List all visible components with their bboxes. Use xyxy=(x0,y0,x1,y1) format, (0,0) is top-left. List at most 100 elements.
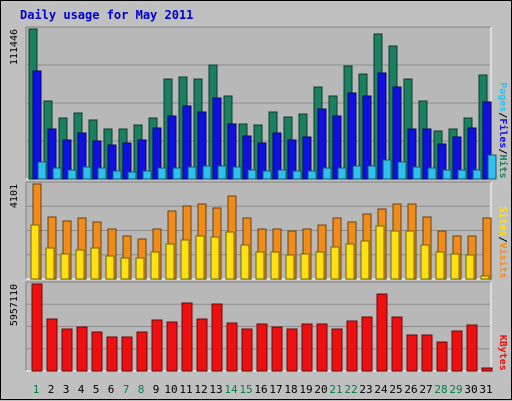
bar-pages-day-1 xyxy=(37,161,47,180)
bar-pages-day-6 xyxy=(112,170,122,180)
bar-sites-day-11 xyxy=(180,239,190,280)
x-tick-label-day-12: 12 xyxy=(194,383,207,396)
bar-files-day-26 xyxy=(407,128,417,180)
bar-files-day-17 xyxy=(272,132,282,180)
x-tick-label-day-29: 29 xyxy=(449,383,462,396)
bar-sites-day-5 xyxy=(90,247,100,280)
bar-files-day-27 xyxy=(422,128,432,180)
bar-pages-day-5 xyxy=(97,167,107,180)
bar-sites-day-28 xyxy=(435,251,445,280)
x-tick-label-day-17: 17 xyxy=(269,383,282,396)
legend-kbytes: KBytes xyxy=(497,335,508,371)
bar-sites-day-3 xyxy=(60,253,70,280)
legend-item: Hits xyxy=(497,154,509,178)
bar-sites-day-1 xyxy=(30,224,40,280)
bar-sites-day-4 xyxy=(75,249,85,280)
bar-kbytes-day-17 xyxy=(271,326,283,372)
bar-files-day-16 xyxy=(257,142,267,180)
x-tick-label-day-20: 20 xyxy=(314,383,327,396)
legend-item: Sites xyxy=(497,206,509,236)
bar-files-day-28 xyxy=(437,143,447,180)
x-tick-label-day-3: 3 xyxy=(63,383,70,396)
bar-sites-day-27 xyxy=(420,244,430,280)
bar-pages-day-23 xyxy=(367,165,377,180)
bar-sites-day-13 xyxy=(210,236,220,280)
bar-kbytes-day-28 xyxy=(436,341,448,372)
bar-kbytes-day-1 xyxy=(31,283,43,372)
bar-pages-day-9 xyxy=(157,167,167,180)
bar-kbytes-day-2 xyxy=(46,318,58,372)
bar-kbytes-day-24 xyxy=(376,293,388,372)
bar-kbytes-day-6 xyxy=(106,336,118,372)
bar-files-day-29 xyxy=(452,136,462,180)
bar-sites-day-29 xyxy=(450,253,460,280)
bar-pages-day-12 xyxy=(202,165,212,180)
bar-pages-day-27 xyxy=(427,167,437,180)
bar-pages-day-4 xyxy=(82,166,92,180)
bar-files-day-10 xyxy=(167,115,177,180)
bar-files-day-24 xyxy=(377,72,387,180)
bar-sites-day-19 xyxy=(300,253,310,280)
bar-sites-day-8 xyxy=(135,257,145,280)
legend-item: Files xyxy=(497,118,509,148)
bar-files-day-3 xyxy=(62,139,72,180)
bar-sites-day-6 xyxy=(105,255,115,280)
bar-kbytes-day-15 xyxy=(241,328,253,372)
bar-kbytes-day-30 xyxy=(466,324,478,372)
y-max-label-visits-sites: 4101 xyxy=(9,184,20,208)
bar-files-day-21 xyxy=(332,115,342,180)
bar-pages-day-2 xyxy=(52,167,62,180)
x-tick-label-day-8: 8 xyxy=(138,383,145,396)
bar-kbytes-day-13 xyxy=(211,303,223,372)
x-tick-label-day-6: 6 xyxy=(108,383,115,396)
legend-item: KBytes xyxy=(497,335,508,371)
bar-sites-day-31 xyxy=(480,275,490,280)
legend-visits-sites: Sites/Visits xyxy=(497,206,509,278)
bar-pages-day-10 xyxy=(172,167,182,180)
bar-files-day-22 xyxy=(347,92,357,180)
x-tick-label-day-5: 5 xyxy=(93,383,100,396)
bar-sites-day-25 xyxy=(390,230,400,280)
bar-pages-day-13 xyxy=(217,165,227,180)
x-tick-label-day-18: 18 xyxy=(284,383,297,396)
x-tick-label-day-23: 23 xyxy=(359,383,372,396)
bar-kbytes-day-23 xyxy=(361,316,373,372)
bar-kbytes-day-7 xyxy=(121,336,133,372)
bar-files-day-25 xyxy=(392,86,402,180)
legend-item: / xyxy=(497,237,508,243)
bar-pages-day-20 xyxy=(322,167,332,180)
bar-files-day-31 xyxy=(482,101,492,180)
bar-sites-day-26 xyxy=(405,230,415,280)
x-tick-label-day-1: 1 xyxy=(33,383,40,396)
x-tick-label-day-13: 13 xyxy=(209,383,222,396)
bar-kbytes-day-10 xyxy=(166,321,178,372)
bar-pages-day-17 xyxy=(277,169,287,180)
bar-pages-day-19 xyxy=(307,170,317,180)
bar-files-day-20 xyxy=(317,108,327,180)
y-max-label-hits-files-pages: 111446 xyxy=(9,29,20,65)
bar-sites-day-2 xyxy=(45,247,55,280)
bar-pages-day-22 xyxy=(352,165,362,180)
bar-pages-day-31 xyxy=(487,154,497,180)
bar-pages-day-24 xyxy=(382,159,392,180)
chart-title: Daily usage for May 2011 xyxy=(20,8,194,22)
bar-files-day-11 xyxy=(182,105,192,180)
bar-kbytes-day-16 xyxy=(256,323,268,372)
bar-pages-day-21 xyxy=(337,167,347,180)
bar-kbytes-day-3 xyxy=(61,328,73,372)
bar-kbytes-day-18 xyxy=(286,328,298,372)
x-tick-label-day-9: 9 xyxy=(153,383,160,396)
bar-files-day-23 xyxy=(362,95,372,180)
bar-pages-day-26 xyxy=(412,166,422,180)
bar-kbytes-day-8 xyxy=(136,331,148,372)
y-max-label-kbytes: 5957110 xyxy=(9,284,20,326)
bar-kbytes-day-26 xyxy=(406,334,418,372)
bar-files-day-18 xyxy=(287,139,297,180)
bar-pages-day-7 xyxy=(127,171,137,180)
bar-files-day-30 xyxy=(467,127,477,180)
bar-kbytes-day-9 xyxy=(151,319,163,372)
legend-item: Pages xyxy=(497,82,508,112)
bar-pages-day-14 xyxy=(232,166,242,180)
bar-kbytes-day-11 xyxy=(181,302,193,372)
x-tick-label-day-11: 11 xyxy=(179,383,192,396)
